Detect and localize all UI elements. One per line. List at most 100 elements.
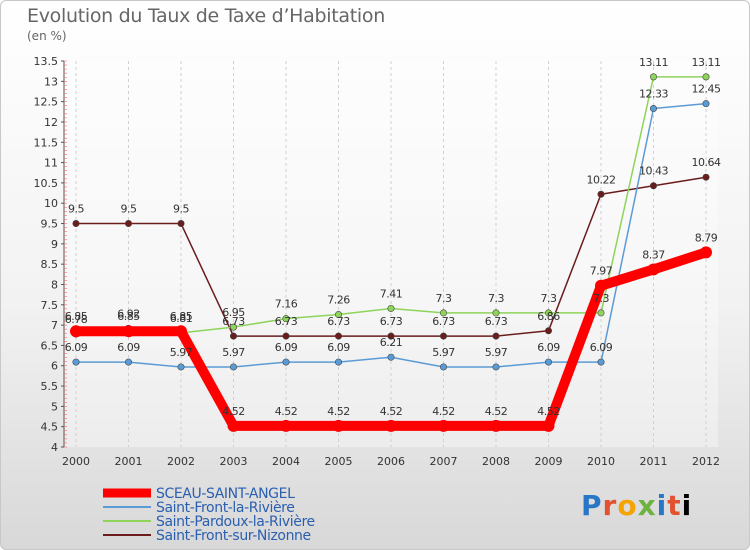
x-tick-label: 2002 — [167, 455, 195, 468]
data-label: 6.09 — [537, 341, 560, 354]
x-tick-label: 2000 — [62, 455, 90, 468]
data-point — [492, 363, 500, 371]
data-point — [385, 419, 397, 432]
data-label: 6.92 — [117, 307, 140, 320]
x-tick-label: 2010 — [587, 455, 615, 468]
data-label: 6.95 — [222, 306, 245, 319]
y-tick-label: 6.5 — [41, 339, 59, 352]
data-label: 6.09 — [65, 341, 88, 354]
data-label: 4.52 — [537, 405, 560, 418]
data-label: 10.64 — [692, 156, 721, 169]
data-point — [387, 353, 395, 361]
data-label: 6.73 — [222, 315, 245, 328]
data-label: 7.3 — [436, 292, 452, 305]
data-point — [702, 173, 710, 181]
data-point — [492, 332, 500, 340]
data-label: 5.97 — [170, 346, 193, 359]
x-tick-label: 2003 — [220, 455, 248, 468]
x-tick-label: 2007 — [430, 455, 458, 468]
y-tick-label: 11 — [44, 157, 58, 170]
data-point — [334, 332, 342, 340]
y-tick-label: 7 — [51, 319, 58, 332]
data-point — [595, 279, 607, 292]
data-point — [72, 358, 80, 366]
data-label: 13.11 — [692, 56, 721, 69]
x-tick-label: 2012 — [692, 455, 720, 468]
data-point — [227, 419, 240, 432]
data-point — [282, 332, 290, 340]
y-tick-label: 11.5 — [34, 136, 59, 149]
data-label: 6.73 — [380, 315, 403, 328]
data-point — [280, 419, 292, 432]
y-tick-label: 5.5 — [41, 380, 59, 393]
data-label: 6.78 — [65, 313, 88, 326]
data-point — [230, 323, 238, 331]
chart-subtitle: (en %) — [27, 29, 67, 43]
data-label: 7.41 — [380, 287, 403, 300]
data-point — [700, 246, 712, 259]
chart-title: Evolution du Taux de Taxe d’Habitation — [27, 5, 385, 27]
data-label: 12.33 — [639, 88, 668, 101]
data-point — [334, 311, 342, 319]
data-label: 6.81 — [170, 312, 193, 325]
y-tick-label: 12 — [44, 116, 58, 129]
data-point — [649, 105, 657, 113]
data-label: 8.79 — [695, 231, 718, 244]
y-tick-label: 10 — [44, 197, 58, 210]
data-point — [492, 309, 500, 317]
data-label: 7.16 — [275, 298, 298, 311]
data-label: 9.5 — [68, 203, 84, 216]
x-tick-label: 2001 — [115, 455, 143, 468]
data-label: 6.09 — [327, 341, 350, 354]
data-point — [649, 182, 657, 190]
data-label: 6.73 — [485, 315, 508, 328]
data-point — [177, 363, 185, 371]
y-tick-label: 7.5 — [41, 299, 59, 312]
data-label: 6.86 — [537, 310, 560, 323]
data-label: 4.52 — [327, 405, 350, 418]
data-label: 10.43 — [639, 165, 668, 178]
y-tick-label: 8 — [51, 278, 58, 291]
data-label: 7.97 — [590, 265, 613, 278]
x-tick-label: 2005 — [325, 455, 353, 468]
data-label: 4.52 — [432, 405, 455, 418]
y-tick-label: 4.5 — [41, 421, 59, 434]
data-point — [544, 327, 552, 335]
data-point — [72, 220, 80, 228]
data-label: 9.5 — [173, 203, 189, 216]
legend-label: Saint-Pardoux-la-Rivière — [156, 514, 315, 530]
data-label: 6.09 — [590, 341, 613, 354]
y-tick-label: 13.5 — [34, 55, 59, 68]
x-tick-label: 2009 — [535, 455, 563, 468]
data-point — [125, 358, 133, 366]
y-tick-label: 6 — [51, 360, 58, 373]
data-point — [332, 419, 345, 432]
data-point — [122, 325, 135, 338]
data-label: 5.97 — [222, 346, 245, 359]
data-point — [544, 309, 552, 317]
data-label: 6.09 — [117, 341, 140, 354]
data-point — [70, 325, 82, 338]
data-point — [282, 358, 290, 366]
data-label: 5.97 — [432, 346, 455, 359]
data-point — [647, 263, 660, 276]
data-label: 7.3 — [541, 292, 557, 305]
data-point — [439, 363, 447, 371]
data-point — [125, 220, 133, 228]
data-label: 6.73 — [327, 315, 350, 328]
y-tick-label: 13 — [44, 75, 58, 88]
data-point — [387, 332, 395, 340]
data-point — [177, 220, 185, 228]
data-point — [230, 363, 238, 371]
legend-label: Saint-Front-sur-Nizonne — [156, 528, 311, 544]
data-point — [439, 309, 447, 317]
proxiti-logo: Proxiti — [581, 489, 693, 522]
data-point — [597, 309, 605, 317]
data-point — [282, 315, 290, 323]
x-tick-label: 2011 — [640, 455, 668, 468]
data-point — [702, 100, 710, 108]
y-tick-label: 12.5 — [34, 96, 59, 109]
y-tick-label: 5 — [51, 400, 58, 413]
legend-label: SCEAU-SAINT-ANGEL — [156, 486, 295, 502]
